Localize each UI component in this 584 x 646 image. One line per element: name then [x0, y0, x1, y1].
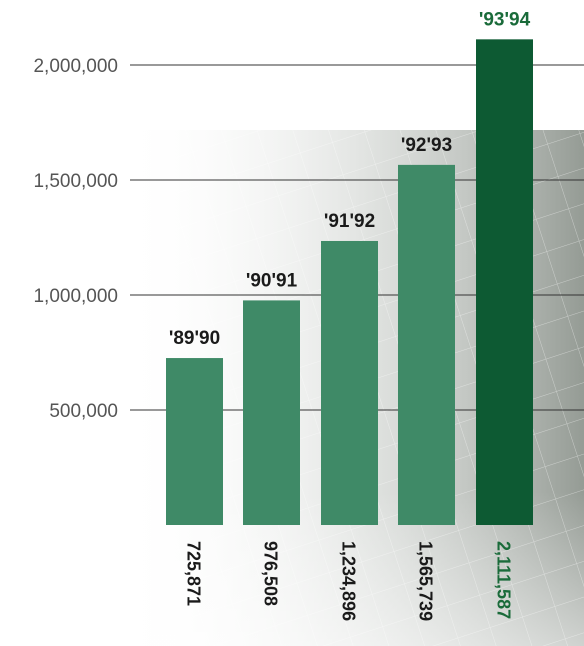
category-label: '91'92 — [324, 211, 375, 232]
category-label: '92'93 — [401, 135, 452, 156]
category-label: '90'91 — [246, 270, 298, 291]
y-tick-label: 1,000,000 — [33, 286, 118, 307]
bar-3 — [398, 164, 455, 525]
y-tick-label: 500,000 — [49, 401, 118, 422]
bars — [166, 39, 533, 525]
category-label: '93'94 — [479, 9, 531, 30]
value-label: 976,508 — [261, 541, 281, 606]
value-label: 1,234,896 — [339, 541, 359, 621]
value-label: 1,565,739 — [416, 541, 436, 621]
value-label: 2,111,587 — [494, 541, 514, 619]
value-label: 725,871 — [184, 541, 204, 606]
bar-0 — [166, 358, 223, 525]
y-axis-tick-labels: 500,000 1,000,000 1,500,000 2,000,000 — [33, 56, 118, 422]
value-labels: 725,871 976,508 1,234,896 1,565,739 2,111,58… — [184, 541, 514, 621]
bar-1 — [243, 300, 300, 525]
y-tick-label: 1,500,000 — [33, 171, 118, 192]
category-label: '89'90 — [169, 328, 220, 349]
bar-4 — [476, 39, 533, 525]
category-labels: '89'90 '90'91 '91'92 '92'93 '93'94 — [169, 9, 531, 349]
bar-2 — [321, 240, 378, 525]
y-tick-label: 2,000,000 — [33, 56, 118, 77]
